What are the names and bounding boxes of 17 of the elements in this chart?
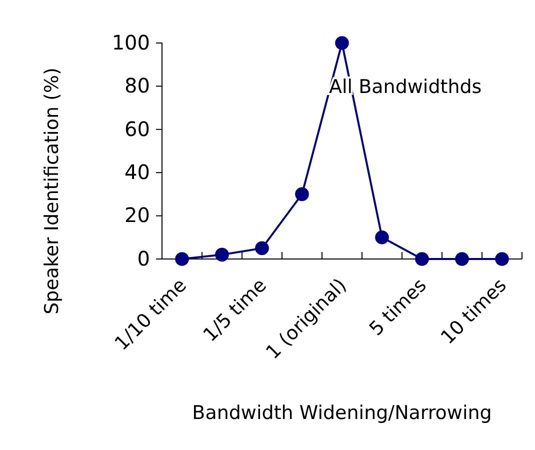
y-tick-label: 20 [124,203,150,228]
point [255,241,269,256]
y-tick-label: 0 [137,246,150,270]
y-tick-label: 60 [124,116,150,141]
point [495,252,509,266]
point [375,230,389,244]
x-axis-title: Bandwidth Widening/Narrowing [192,402,492,424]
point [335,36,349,50]
y-tick-label: 80 [124,74,150,98]
point [175,252,189,266]
point [455,252,469,266]
y-tick-label: 100 [112,30,150,54]
point [415,252,429,266]
point [215,248,229,262]
y-tick-label: 40 [124,160,150,184]
y-axis-title: Speaker Identification (%) [41,68,63,314]
point [295,187,309,202]
